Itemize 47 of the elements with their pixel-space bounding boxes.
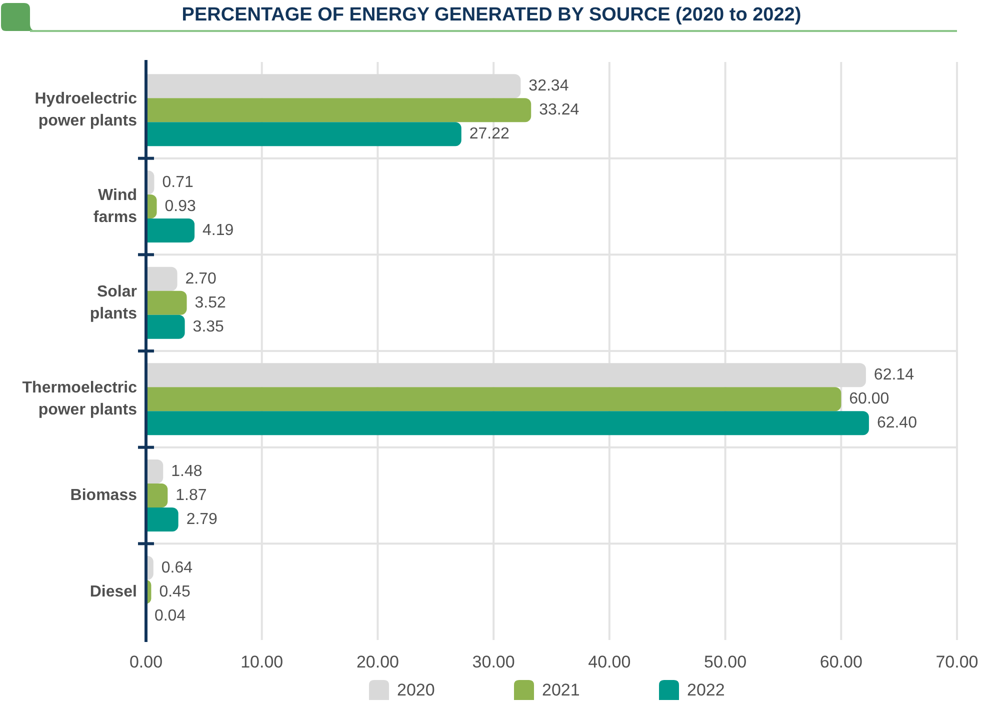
data-label: 0.64 (161, 559, 193, 576)
bar (146, 266, 178, 291)
bar (146, 290, 187, 315)
x-tick-label: 30.00 (472, 652, 515, 672)
y-tick-label: Thermoelectric power plants (22, 380, 138, 419)
legend-label: 2020 (397, 680, 435, 700)
y-tick-label: Biomass (70, 487, 138, 504)
data-label: 27.22 (469, 126, 510, 143)
data-label: 62.40 (876, 414, 918, 432)
bar (146, 218, 195, 242)
data-label: 1.87 (176, 487, 207, 504)
y-tick-label: Diesel (90, 583, 137, 600)
bar (146, 460, 164, 484)
data-label: 33.24 (539, 102, 580, 119)
x-tick-label: 40.00 (588, 652, 631, 672)
x-tick-label: 10.00 (240, 652, 284, 672)
data-label: 0.04 (154, 607, 186, 624)
x-tick-label: 20.00 (356, 652, 399, 672)
legend-label: 2021 (542, 680, 580, 700)
bar (146, 508, 178, 532)
y-tick-label: Hydroelectric power plants (34, 90, 138, 130)
data-label: 4.19 (202, 222, 234, 239)
data-label: 0.93 (164, 198, 196, 215)
bar (146, 314, 185, 339)
bar (146, 411, 869, 436)
data-label: 3.35 (192, 318, 224, 336)
bar (146, 387, 842, 412)
legend-label: 2022 (687, 680, 725, 700)
data-label: 32.34 (528, 78, 569, 95)
x-tick-label: 50.00 (704, 652, 747, 672)
data-label: 0.71 (162, 174, 194, 191)
x-tick-label: 60.00 (820, 652, 862, 672)
data-label: 3.52 (194, 294, 226, 312)
bar (146, 98, 532, 122)
x-tick-label: 0.00 (129, 652, 163, 672)
data-label: 2.79 (186, 511, 218, 528)
data-label: 60.00 (849, 390, 890, 408)
data-label: 2.70 (185, 270, 217, 288)
data-label: 62.14 (874, 366, 914, 384)
x-tick-label: 70.00 (936, 652, 978, 672)
bar (146, 484, 168, 508)
bar (146, 122, 462, 146)
y-tick-label: Solar plants (90, 283, 138, 322)
data-label: 0.45 (159, 583, 190, 600)
chart-title: PERCENTAGE OF ENERGY GENERATED BY SOURCE (2020 to 2022) (182, 4, 802, 26)
data-label: 1.48 (171, 463, 202, 480)
y-tick-label: Wind farms (93, 187, 138, 226)
